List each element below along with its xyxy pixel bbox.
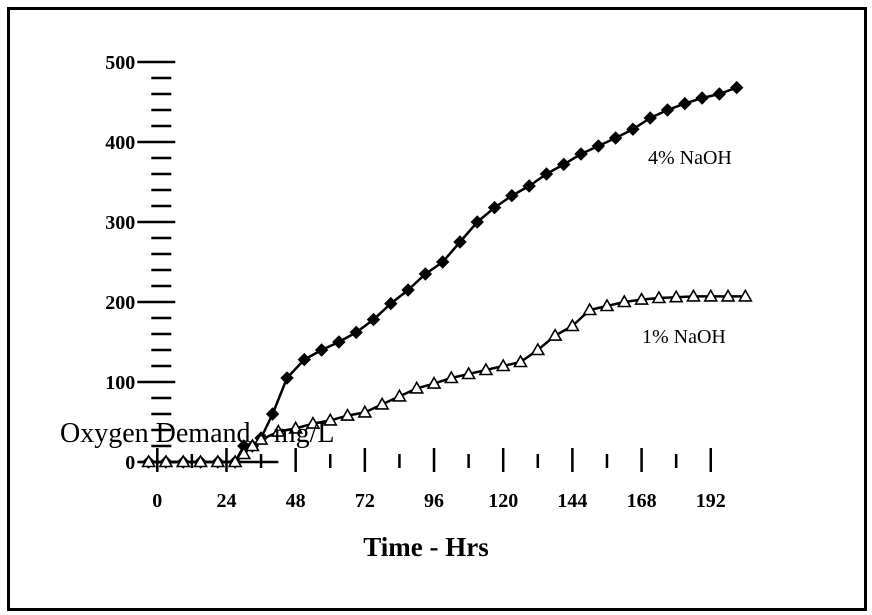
data-point-triangle: [582, 302, 598, 316]
chart-frame: 0 100 200 300 400 500 0 24 48 72 96 120 144 168 192 Ti…: [7, 7, 867, 611]
data-point-diamond: [384, 296, 398, 311]
y-tick-label: 200: [105, 292, 135, 314]
data-point-triangle: [210, 454, 226, 468]
oxygen-demand-chart: 0 100 200 300 400 500 0 24 48 72 96 120 144 168 192 Ti…: [60, 52, 753, 562]
data-point-triangle: [616, 294, 632, 308]
x-tick-label: 0: [152, 490, 162, 512]
data-point-triangle: [599, 298, 615, 312]
data-point-diamond: [712, 87, 727, 101]
data-point-diamond: [314, 343, 329, 357]
data-point-diamond: [349, 325, 363, 340]
x-tick-label: 120: [488, 490, 518, 512]
x-tick-label: 168: [627, 490, 657, 512]
data-point-diamond: [332, 335, 346, 349]
data-point-triangle: [357, 404, 373, 418]
data-point-diamond: [366, 312, 381, 327]
data-point-triangle: [495, 358, 511, 372]
axes-group: 0 100 200 300 400 500 0 24 48 72 96 120 144 168 192: [105, 52, 725, 512]
data-point-triangle: [409, 380, 425, 394]
data-point-triangle: [703, 288, 719, 302]
x-axis-title: Time - Hrs: [363, 532, 488, 562]
x-tick-label: 72: [355, 490, 375, 512]
data-point-diamond: [557, 157, 571, 172]
series-label-4pct-naoh: 4% NaOH: [648, 147, 732, 169]
data-point-triangle: [565, 318, 580, 332]
data-point-diamond: [626, 122, 640, 136]
data-point-triangle: [392, 388, 407, 402]
data-point-triangle: [253, 431, 269, 445]
data-point-triangle: [236, 446, 252, 460]
data-point-triangle: [720, 288, 736, 302]
data-point-diamond: [401, 283, 415, 297]
data-point-diamond: [695, 91, 709, 105]
x-tick-label: 192: [696, 490, 726, 512]
data-point-triangle: [686, 288, 701, 302]
data-point-triangle: [530, 342, 546, 356]
data-point-diamond: [729, 80, 744, 95]
data-point-diamond: [418, 267, 433, 281]
data-point-triangle: [322, 412, 338, 426]
data-point-triangle: [737, 288, 753, 302]
data-point-diamond: [522, 179, 536, 193]
y-axis-title: Oxygen Demand - mg/L: [60, 418, 335, 449]
data-point-triangle: [651, 290, 667, 304]
data-point-diamond: [470, 215, 484, 229]
data-point-triangle: [478, 362, 494, 376]
data-point-triangle: [288, 420, 304, 434]
x-tick-label: 24: [216, 490, 236, 512]
data-point-triangle: [227, 454, 243, 468]
data-point-diamond: [487, 200, 502, 215]
data-point-diamond: [643, 111, 657, 125]
series-group: [141, 80, 753, 469]
data-point-diamond: [297, 352, 312, 367]
data-point-triangle: [141, 454, 157, 468]
data-point-triangle: [426, 375, 442, 389]
data-point-diamond: [265, 407, 280, 421]
x-tick-label: 48: [286, 490, 306, 512]
data-point-triangle: [158, 454, 174, 468]
data-point-diamond: [660, 103, 675, 117]
data-point-diamond: [591, 139, 606, 153]
series-1pct-naoh: [141, 288, 753, 468]
series-4pct-naoh: [141, 80, 744, 469]
x-tick-label: 144: [557, 490, 587, 512]
data-point-triangle: [270, 423, 286, 437]
y-tick-label: 0: [125, 452, 135, 474]
data-point-triangle: [634, 291, 649, 305]
series-line: [148, 86, 738, 464]
data-point-triangle: [193, 454, 208, 468]
data-point-triangle: [305, 415, 321, 429]
data-point-diamond: [453, 235, 467, 249]
data-point-diamond: [608, 131, 623, 145]
y-tick-label: 400: [105, 132, 135, 154]
data-point-triangle: [461, 366, 476, 380]
y-tick-label: 500: [105, 52, 135, 74]
data-point-diamond: [539, 167, 554, 181]
data-point-diamond: [678, 96, 692, 111]
data-point-diamond: [574, 147, 588, 161]
data-point-triangle: [668, 289, 684, 303]
data-point-triangle: [547, 327, 563, 341]
data-point-triangle: [443, 370, 459, 384]
data-point-triangle: [513, 354, 528, 368]
data-point-triangle: [175, 454, 191, 468]
data-point-triangle: [340, 407, 355, 421]
y-tick-label: 300: [105, 212, 135, 234]
x-tick-label: 96: [424, 490, 444, 512]
data-point-diamond: [505, 188, 519, 203]
data-point-diamond: [435, 255, 450, 269]
data-point-triangle: [374, 396, 390, 410]
y-tick-label: 100: [105, 372, 135, 394]
data-point-triangle: [245, 438, 260, 452]
series-label-1pct-naoh: 1% NaOH: [642, 326, 726, 348]
data-point-diamond: [280, 371, 294, 385]
